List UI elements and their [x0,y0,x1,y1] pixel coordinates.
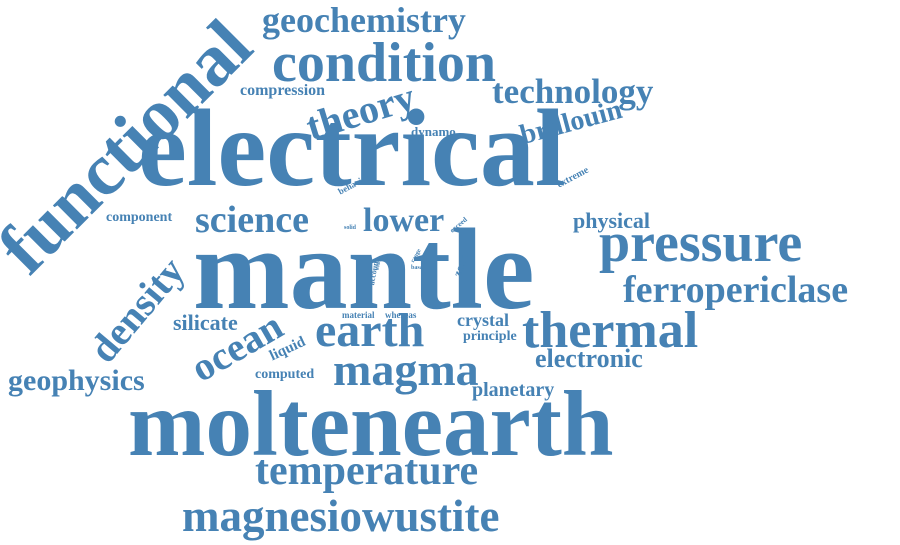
word-magma: magma [333,344,479,395]
word-electronic: electronic [535,344,643,373]
word-solid: solid [344,225,357,231]
word-planetary: planetary [472,379,555,401]
word-geophysics: geophysics [8,364,145,397]
word-material: material [342,310,375,320]
word-electrical: electrical [138,87,566,209]
word-pressure: pressure [599,212,803,274]
word-physical: physical [573,208,651,233]
word-principle: principle [463,329,517,344]
word-ferropericlase: ferropericlase [623,269,849,311]
word-crystal: crystal [457,310,509,330]
word-earth: earth [315,304,425,357]
word-mantle: mantle [193,206,535,334]
word-whereas: whereas [385,310,417,320]
word-thermal: thermal [522,302,699,359]
word-moltenearth: moltenearth [128,373,614,476]
word-component: component [106,210,173,225]
word-science: science [195,199,309,241]
word-geochemistry: geochemistry [262,0,466,40]
word-condition: condition [272,32,497,94]
word-technology: technology [492,72,654,111]
word-magnesiowustite: magnesiowustite [182,491,500,541]
word-temperature: temperature [255,448,479,494]
word-silicate: silicate [173,310,238,335]
word-compression: compression [240,82,326,99]
word-dynamo: dynamo [411,124,456,139]
word-basal: basal [411,265,425,271]
word-computed: computed [255,367,315,382]
word-lower: lower [363,202,445,239]
